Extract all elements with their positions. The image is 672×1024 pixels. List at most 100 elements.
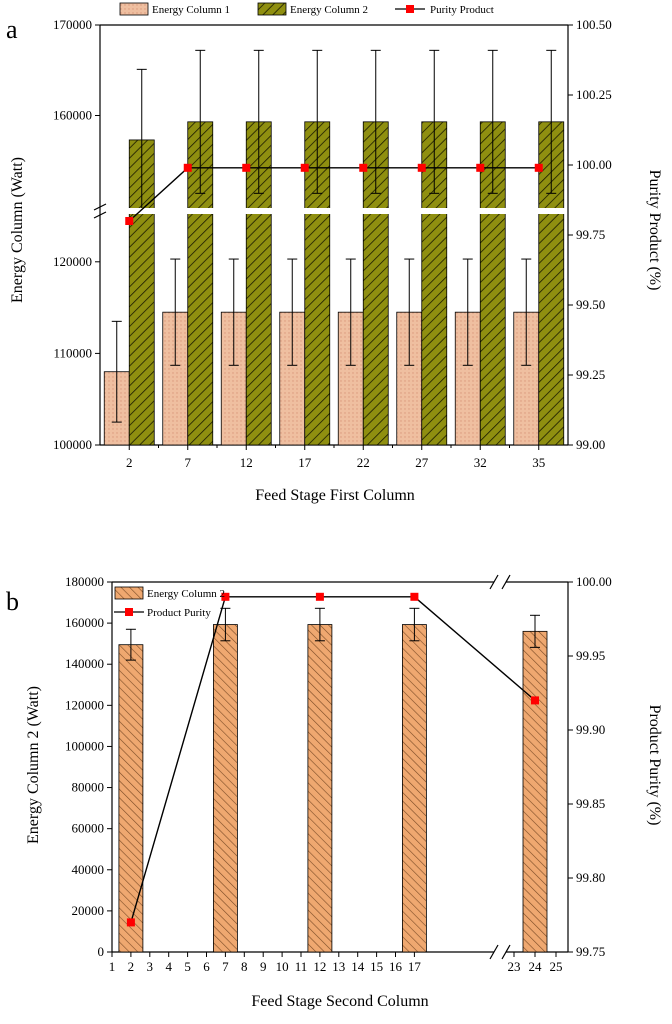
y-axis-label-a: Energy Column (Watt) xyxy=(9,157,26,303)
x-tick-label-b-11: 11 xyxy=(295,959,308,974)
y-tick-label-a-170000: 170000 xyxy=(53,17,92,32)
legend-swatch-energy-column-2-b xyxy=(114,586,144,600)
purity-line-b-broken xyxy=(413,596,536,701)
y2-tick-label-b-100.00: 100.00 xyxy=(576,574,612,589)
x-tick-label-b-5: 5 xyxy=(184,959,191,974)
x-tick-label-a-12: 12 xyxy=(240,455,253,470)
x-tick-label-a-32: 32 xyxy=(474,455,487,470)
x-tick-label-b-14: 14 xyxy=(351,959,365,974)
x-tick-label-b-4: 4 xyxy=(165,959,172,974)
y-tick-label-b-120000: 120000 xyxy=(65,697,104,712)
legend-marker-purity-product xyxy=(406,5,414,13)
y2-axis-label-b: Product Purity (%) xyxy=(646,705,663,826)
y-tick-label-b-0: 0 xyxy=(98,944,105,959)
x-tick-label-a-2: 2 xyxy=(126,455,133,470)
x-tick-label-b-7: 7 xyxy=(222,959,229,974)
y-tick-label-b-140000: 140000 xyxy=(65,656,104,671)
y2-tick-label-b-99.80: 99.80 xyxy=(576,870,605,885)
x-tick-label-b-2: 2 xyxy=(128,959,135,974)
x-tick-label-a-22: 22 xyxy=(357,455,370,470)
x-break-mark-3 xyxy=(501,574,511,590)
x-tick-label-b-9: 9 xyxy=(260,959,267,974)
legend-label-purity-product: Purity Product xyxy=(430,4,494,16)
x-break-gap-bottom xyxy=(494,950,506,954)
x-axis-label-a: Feed Stage First Column xyxy=(255,487,415,504)
y2-tick-label-a-99.25: 99.25 xyxy=(576,367,605,382)
y-tick-label-b-100000: 100000 xyxy=(65,738,104,753)
axis-break-gap-a xyxy=(101,208,567,214)
x-tick-label-b-25: 25 xyxy=(550,959,563,974)
purity-point-b-2 xyxy=(126,918,135,927)
y-tick-label-b-40000: 40000 xyxy=(72,862,105,877)
y2-tick-label-b-99.85: 99.85 xyxy=(576,796,605,811)
bar-b-7 xyxy=(212,624,238,953)
y-tick-label-b-60000: 60000 xyxy=(72,821,105,836)
bar-b-17 xyxy=(401,624,427,953)
purity-point-a-2 xyxy=(125,217,134,225)
purity-point-b-24 xyxy=(531,696,539,705)
x-tick-label-b-24: 24 xyxy=(529,959,543,974)
chart-b: b 0 20000 40000 60000 80000 100000 120000 14000… xyxy=(6,574,663,1010)
x-break-mark-0 xyxy=(489,944,499,960)
y2-tick-label-b-99.90: 99.90 xyxy=(576,722,605,737)
x-tick-label-b-13: 13 xyxy=(332,959,345,974)
y2-axis-label-a: Purity Product (%) xyxy=(646,170,663,291)
x-tick-label-b-1: 1 xyxy=(109,959,116,974)
purity-point-b-12 xyxy=(315,592,324,601)
bar-b-12 xyxy=(307,624,333,953)
y-tick-label-b-80000: 80000 xyxy=(72,780,105,795)
legend-label-energy-column-2-b: Energy Column 2 xyxy=(147,588,225,600)
bar-b-24 xyxy=(522,630,548,953)
x-tick-label-b-8: 8 xyxy=(241,959,248,974)
axis-break-mark-upper-a xyxy=(93,203,107,211)
legend-marker-product-purity xyxy=(125,608,133,616)
y2-tick-label-a-99.50: 99.50 xyxy=(576,297,605,312)
y-tick-label-a-110000: 110000 xyxy=(53,345,92,360)
y2-tick-label-a-100.00: 100.00 xyxy=(576,157,612,172)
panel-label-a: a xyxy=(6,15,18,44)
purity-point-b-7 xyxy=(221,592,230,601)
purity-point-a-32 xyxy=(476,163,485,172)
y-tick-label-a-120000: 120000 xyxy=(53,254,92,269)
x-tick-label-b-3: 3 xyxy=(147,959,154,974)
y2-tick-label-a-99.00: 99.00 xyxy=(576,437,605,452)
legend-label-energy-column-2: Energy Column 2 xyxy=(290,4,368,16)
purity-point-a-22 xyxy=(359,163,368,172)
legend-b: Energy Column 2 Product Purity xyxy=(114,586,225,619)
x-axis-label-b: Feed Stage Second Column xyxy=(251,993,428,1010)
y2-tick-label-a-100.50: 100.50 xyxy=(576,17,612,32)
x-tick-label-b-15: 15 xyxy=(370,959,383,974)
x-break-mark-1 xyxy=(501,944,511,960)
legend-label-product-purity: Product Purity xyxy=(147,607,211,619)
purity-point-a-35 xyxy=(534,163,543,172)
purity-point-a-12 xyxy=(242,163,251,172)
purity-line-a xyxy=(128,167,539,222)
x-break-gap-top xyxy=(494,580,506,584)
y2-tick-label-a-99.75: 99.75 xyxy=(576,227,605,242)
x-tick-label-b-6: 6 xyxy=(203,959,210,974)
y-tick-label-a-160000: 160000 xyxy=(53,108,92,123)
x-tick-label-b-10: 10 xyxy=(276,959,289,974)
legend-swatch-energy-column-2 xyxy=(257,2,287,16)
x-tick-label-b-17: 17 xyxy=(408,959,422,974)
legend-label-energy-column-1: Energy Column 1 xyxy=(152,4,230,16)
x-tick-label-b-12: 12 xyxy=(313,959,326,974)
y2-tick-label-b-99.95: 99.95 xyxy=(576,648,605,663)
legend-swatch-energy-column-1 xyxy=(119,2,149,16)
y-tick-label-b-20000: 20000 xyxy=(72,903,105,918)
x-tick-label-a-27: 27 xyxy=(415,455,429,470)
x-tick-label-b-23: 23 xyxy=(508,959,521,974)
y-tick-label-b-160000: 160000 xyxy=(65,615,104,630)
y2-tick-label-a-100.25: 100.25 xyxy=(576,87,612,102)
purity-point-b-17 xyxy=(410,592,419,601)
legend-a: Energy Column 1 Energy Column 2 Purity P… xyxy=(119,2,494,16)
purity-point-a-17 xyxy=(300,163,309,172)
bar-b-2 xyxy=(118,644,144,953)
x-tick-label-a-35: 35 xyxy=(532,455,545,470)
panel-label-b: b xyxy=(6,587,19,616)
x-break-mark-2 xyxy=(489,574,499,590)
y-tick-label-a-100000: 100000 xyxy=(53,437,92,452)
axis-break-mark-lower-a xyxy=(93,211,107,219)
purity-line-b xyxy=(130,596,415,923)
